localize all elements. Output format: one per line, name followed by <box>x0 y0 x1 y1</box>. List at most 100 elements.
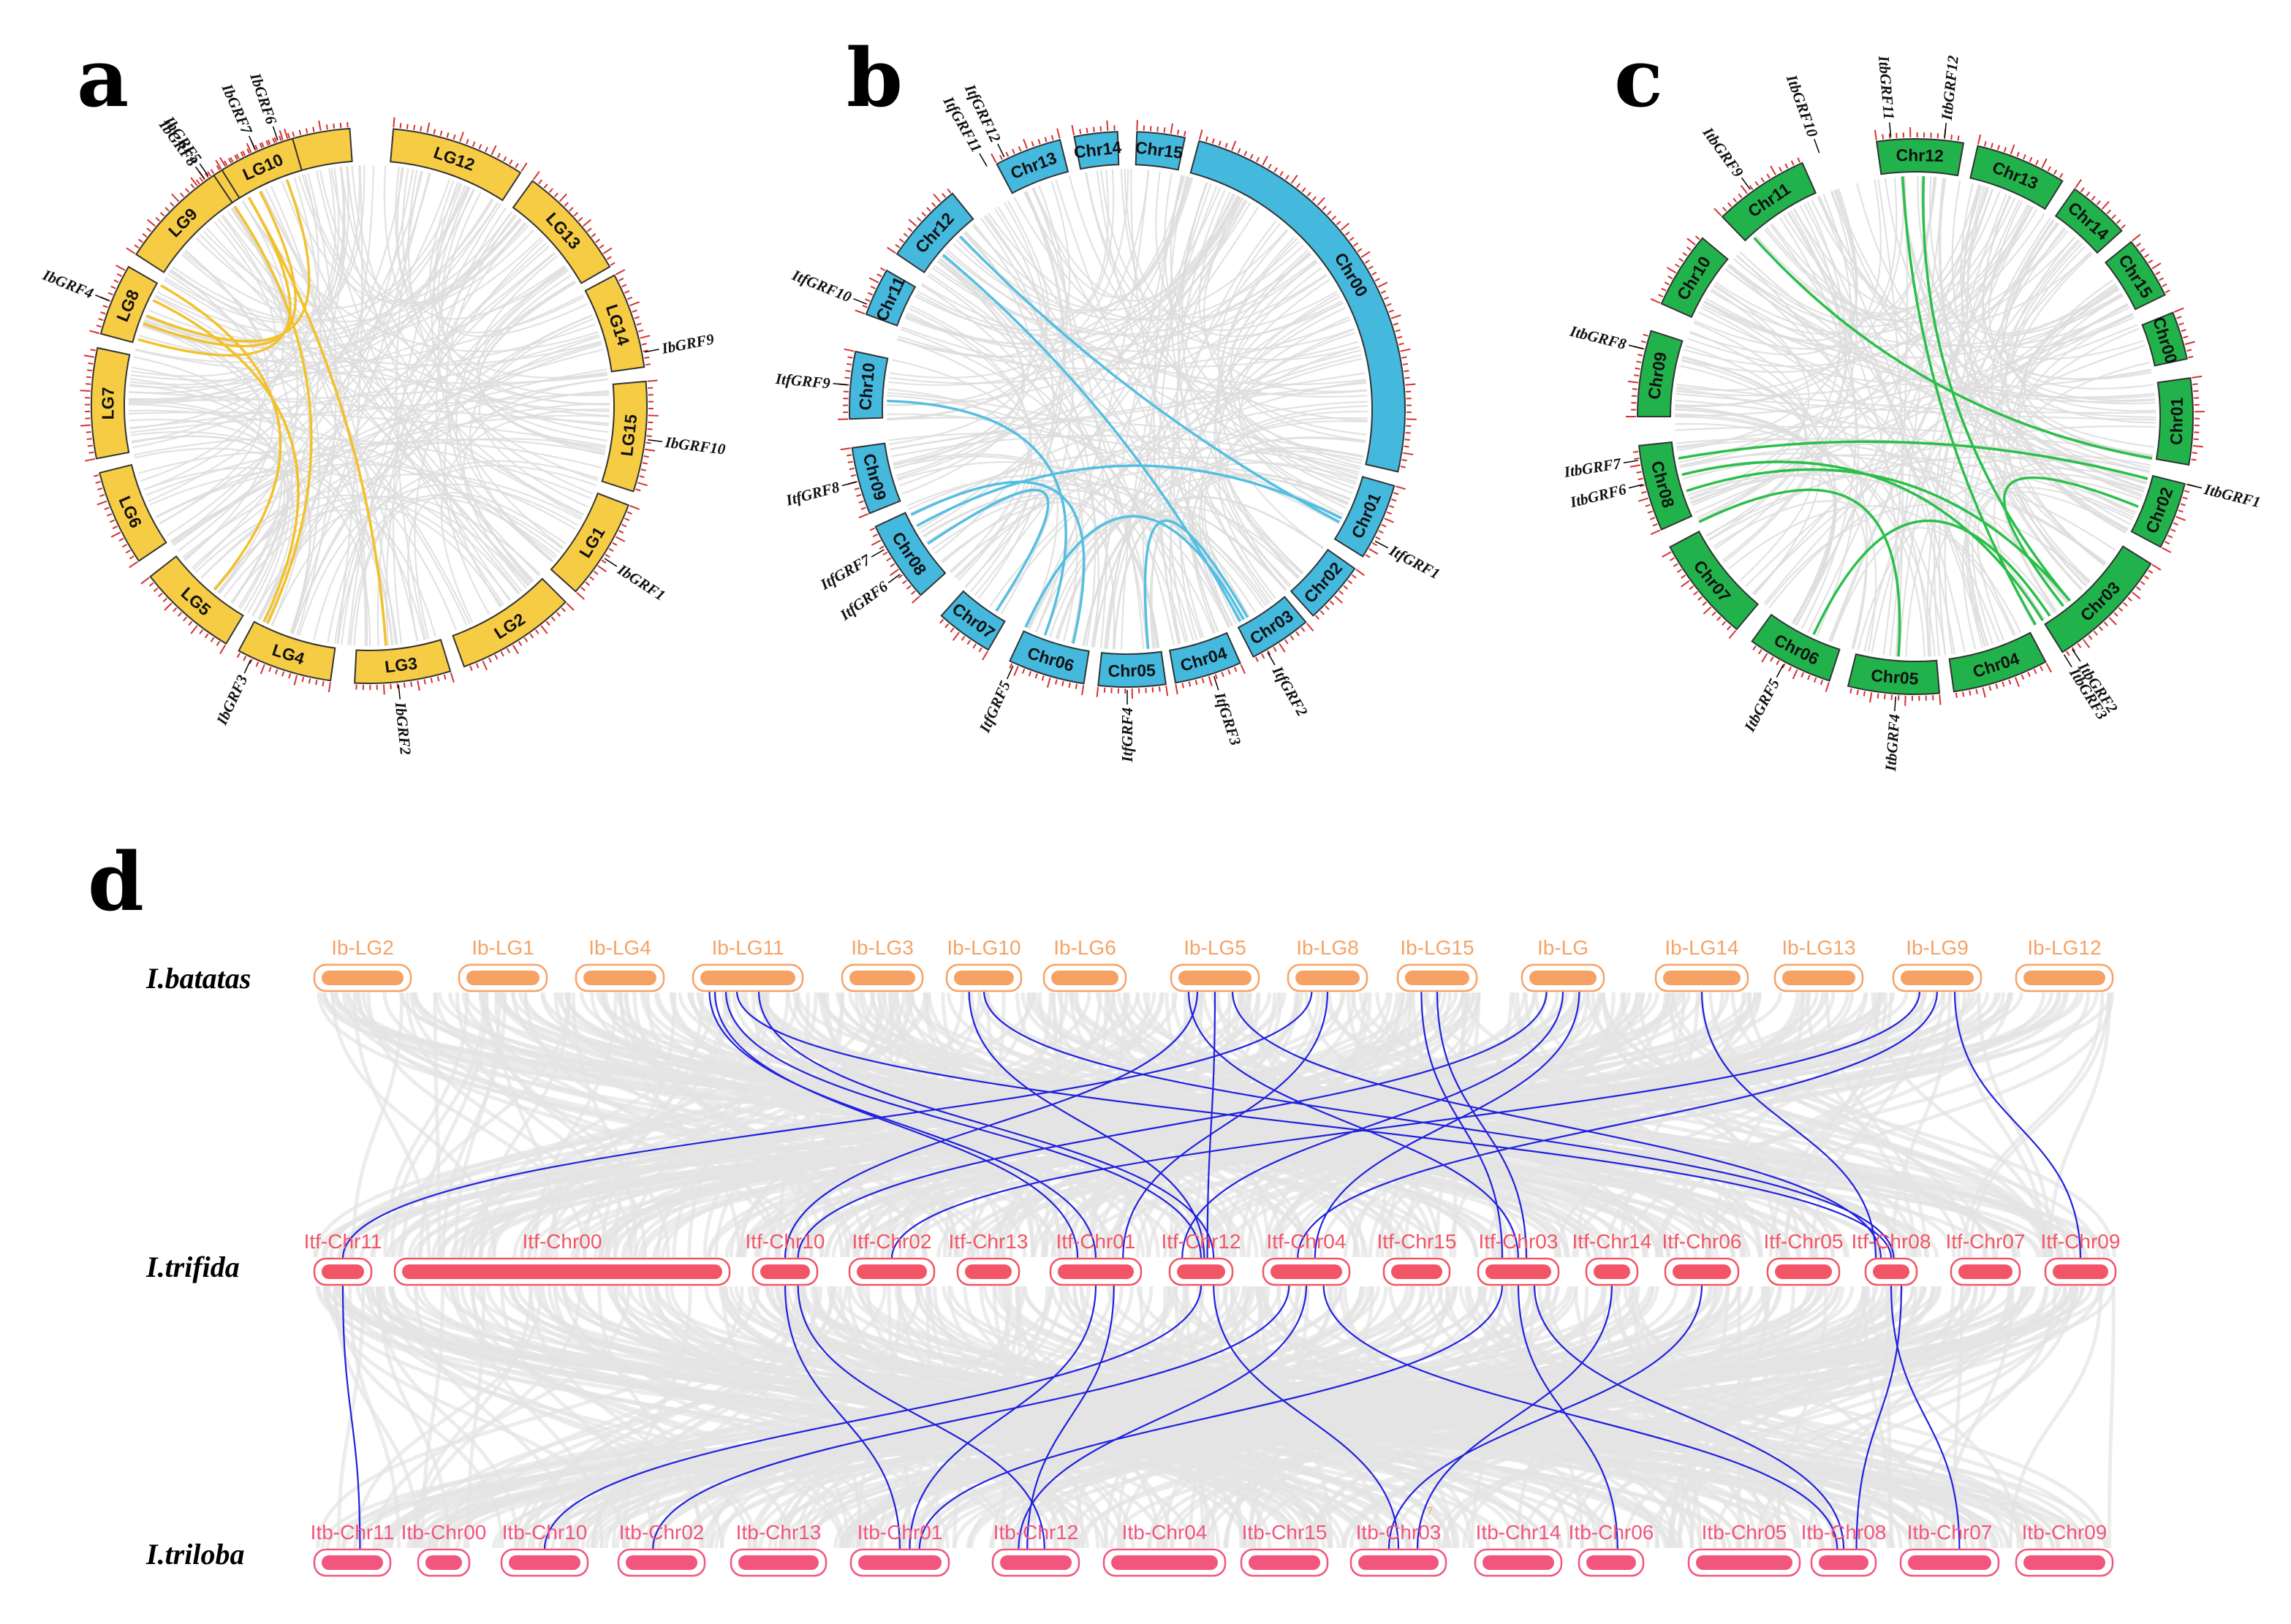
background-link <box>383 165 609 433</box>
tick <box>2083 639 2091 648</box>
background-link <box>944 251 1328 338</box>
tick <box>86 430 91 433</box>
background-link <box>887 392 1339 525</box>
tick <box>261 142 265 148</box>
tick <box>869 527 875 531</box>
bar-itf-chr11 <box>322 1264 364 1279</box>
chromosome-chr11 <box>1721 162 1817 242</box>
tick <box>439 130 443 136</box>
tick <box>2192 444 2203 448</box>
tick <box>585 581 591 586</box>
background-link <box>143 467 371 647</box>
tick <box>1322 205 1327 210</box>
synteny-grf-links <box>341 990 2082 1550</box>
tick <box>259 143 263 148</box>
synteny-grey-link <box>370 1286 1305 1549</box>
tick <box>2136 586 2141 591</box>
synteny-blue-link <box>1533 1284 1845 1550</box>
tick <box>931 202 936 208</box>
tick <box>858 513 869 519</box>
background-link <box>1675 413 1936 656</box>
synteny-grey-link <box>604 992 1390 1258</box>
tick <box>610 262 616 266</box>
tick <box>2103 621 2109 627</box>
background-link <box>893 453 1186 643</box>
bar-itf-chr03 <box>1485 1264 1551 1279</box>
tick <box>1211 138 1215 144</box>
synteny-plot: Ib-LG2 Ib-LG1 Ib-LG4 Ib-LG11 Ib-LG3 Ib-LG10 Ib… <box>145 936 2120 1577</box>
background-link <box>401 168 608 379</box>
gene-pointer <box>243 659 251 674</box>
tick <box>1686 238 1696 246</box>
grf-link <box>916 464 1342 528</box>
bar-itb-chr05 <box>1696 1555 1792 1570</box>
gene-label-itfgrf4: ItfGRF4 <box>1118 707 1136 763</box>
background-link <box>1771 223 2130 348</box>
tick <box>1749 185 1754 190</box>
tick <box>1936 133 1939 139</box>
gene-pointer <box>1374 540 1389 549</box>
gene-label-itbgrf1: ItbGRF1 <box>2202 480 2262 511</box>
background-link <box>396 167 568 320</box>
tick <box>433 129 436 134</box>
tick <box>2098 626 2103 631</box>
bar-label-itb-chr05: Itb-Chr05 <box>1702 1521 1787 1544</box>
background-link <box>1044 514 1264 636</box>
synteny-grey-link <box>947 992 2061 1258</box>
synteny-blue-link <box>1297 990 1939 1259</box>
background-link <box>1113 506 1303 650</box>
tick <box>1054 679 1058 685</box>
tick <box>621 523 627 528</box>
tick <box>645 448 656 452</box>
tick <box>1273 646 1277 652</box>
gene-label-itfgrf8: ItfGRF8 <box>784 478 842 509</box>
tick <box>1175 684 1178 695</box>
tick <box>1632 388 1637 390</box>
chromosome-lg5 <box>149 555 244 645</box>
chromosome-lg1 <box>550 492 630 593</box>
tick <box>496 153 501 159</box>
species-label-batatas: I.batatas <box>145 962 251 995</box>
synteny-grey-link <box>538 1286 2036 1549</box>
tick <box>612 542 618 546</box>
background-link <box>298 175 610 406</box>
synteny-grey-link <box>845 992 1762 1258</box>
tick <box>1231 140 1237 151</box>
tick <box>1673 563 1678 567</box>
tick <box>1395 329 1401 333</box>
panel-letter-c: c <box>1614 31 1663 125</box>
synteny-blue-link <box>1026 1284 1115 1550</box>
background-link <box>1675 409 1836 625</box>
tick <box>140 577 150 585</box>
gene-label-itbgrf7: ItbGRF7 <box>1562 455 1623 481</box>
synteny-grey-link <box>1825 992 1928 1258</box>
bar-label-ib-lg11: Ib-LG11 <box>711 936 784 959</box>
background-link <box>145 441 602 496</box>
tick <box>1667 267 1677 274</box>
tick <box>268 667 272 672</box>
tick <box>879 267 886 272</box>
tick <box>219 157 227 167</box>
chromosome-chr08 <box>1637 441 1693 531</box>
tick <box>102 305 108 308</box>
gene-pointer <box>887 574 901 584</box>
tick <box>494 654 499 660</box>
synteny-grey-link <box>527 1286 1281 1549</box>
bar-label-ib-lg12: Ib-LG12 <box>2027 936 2101 959</box>
background-link <box>1755 187 1990 316</box>
tick <box>83 354 94 358</box>
background-link <box>156 463 576 530</box>
tick <box>1675 263 1681 268</box>
tick <box>1018 145 1022 152</box>
background-link <box>156 202 499 334</box>
tick <box>2148 259 2154 264</box>
gene-label-itfgrf1: ItfGRF1 <box>1386 541 1443 583</box>
tick <box>472 141 476 147</box>
background-link <box>1779 217 1860 637</box>
tick <box>1099 126 1102 132</box>
background-link <box>1676 324 2138 448</box>
synteny-grey-link <box>400 992 571 1258</box>
synteny-grey-link <box>385 1286 1254 1549</box>
synteny-grey-link <box>591 1286 922 1549</box>
synteny-blue-link <box>543 1284 1203 1550</box>
